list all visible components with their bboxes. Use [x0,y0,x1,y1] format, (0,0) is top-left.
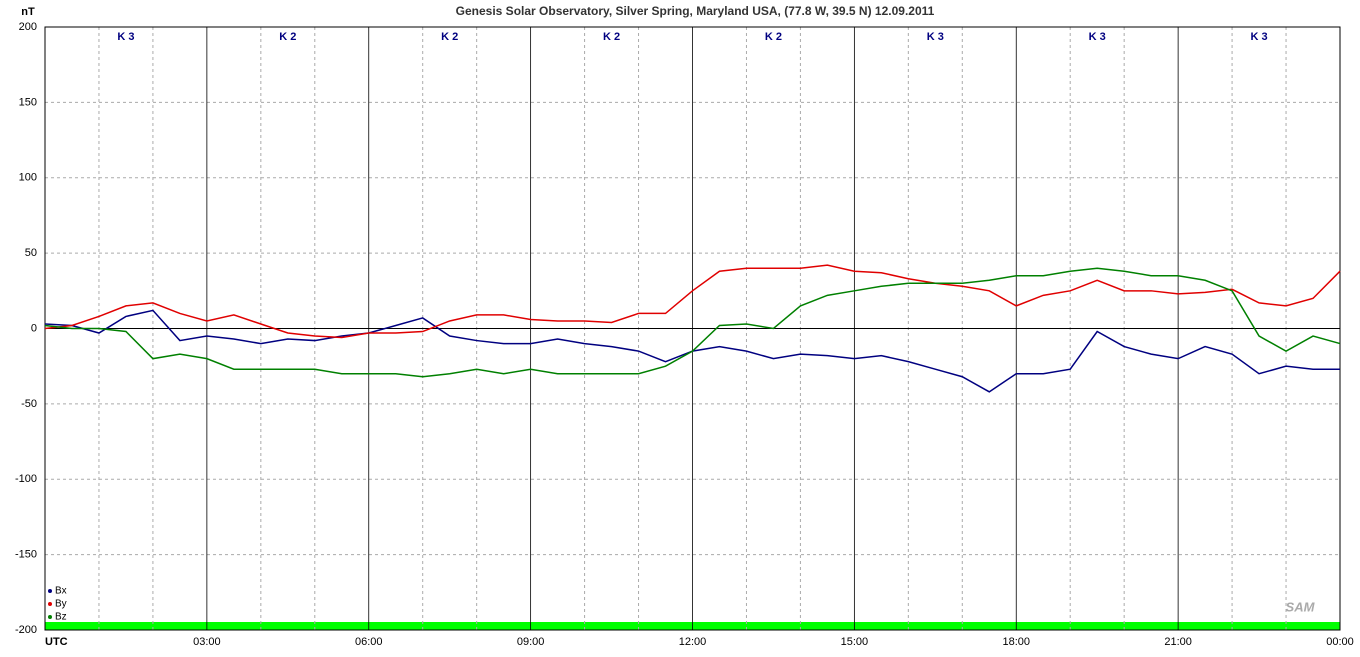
y-tick-label: -150 [15,549,37,561]
k-index: K 3 [117,31,134,43]
y-axis-label: nT [21,6,35,18]
y-tick-label: -100 [15,473,37,485]
series-line [44,267,1341,378]
chart-title: Genesis Solar Observatory, Silver Spring… [456,4,935,18]
k-index: K 2 [441,31,458,43]
y-tick-label: 100 [19,172,37,184]
k-index: K 2 [765,31,782,43]
k-index: K 2 [603,31,620,43]
y-tick-label: 200 [19,21,37,33]
legend-marker [48,602,52,606]
legend-label: Bx [55,586,67,597]
x-tick-label: 21:00 [1164,636,1192,648]
y-tick-label: 150 [19,96,37,108]
legend-label: Bz [55,612,67,623]
x-tick-label: 00:00 [1326,636,1354,648]
k-index: K 3 [1251,31,1268,43]
legend-label: By [55,599,67,610]
y-tick-label: 0 [31,322,37,334]
x-tick-label: 06:00 [355,636,383,648]
x-tick-label: UTC [45,636,68,648]
legend-marker [48,589,52,593]
x-tick-label: 09:00 [517,636,545,648]
x-tick-label: 15:00 [841,636,869,648]
y-tick-label: 50 [25,247,37,259]
k-index: K 2 [279,31,296,43]
x-tick-label: 03:00 [193,636,221,648]
series-line [44,264,1341,339]
logo: SAM [1286,599,1316,614]
x-tick-label: 12:00 [679,636,707,648]
k-index: K 3 [927,31,944,43]
x-tick-label: 18:00 [1002,636,1030,648]
k-index: K 3 [1089,31,1106,43]
legend-marker [48,615,52,619]
y-tick-label: -50 [21,398,37,410]
y-tick-label: -200 [15,624,37,636]
